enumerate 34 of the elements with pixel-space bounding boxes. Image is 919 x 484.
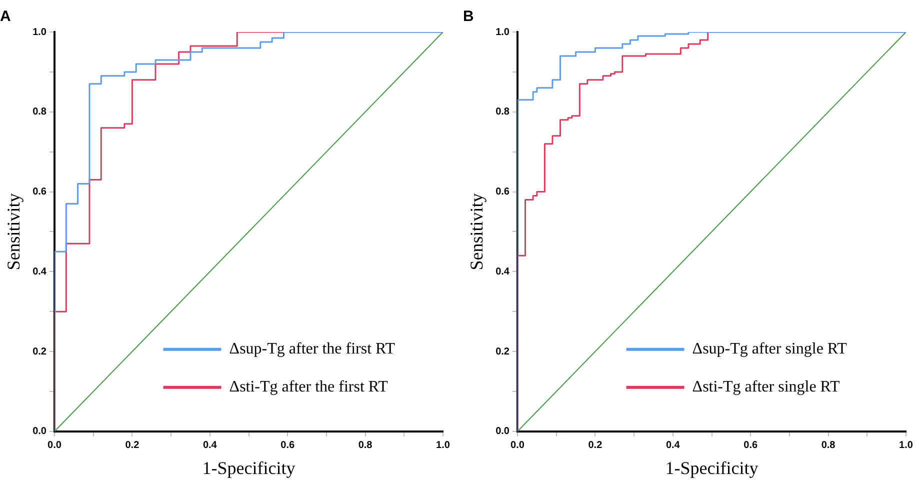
y-tick-label: 0.8 xyxy=(496,106,510,118)
legend-label: Δsti-Tg after the first RT xyxy=(229,378,388,396)
y-tick-label: 0.4 xyxy=(496,266,510,278)
x-axis-title: 1-Specificity xyxy=(202,458,296,478)
y-tick-label: 0.0 xyxy=(32,426,47,438)
y-axis-title: Sensitivity xyxy=(466,193,487,270)
y-tick-label: 1.0 xyxy=(496,26,510,38)
y-axis-title: Sensitivity xyxy=(4,193,24,270)
y-tick-label: 0.4 xyxy=(32,266,47,278)
x-tick-label: 1.0 xyxy=(899,440,914,452)
legend-label: Δsti-Tg after single RT xyxy=(692,378,840,396)
x-tick-label: 0.0 xyxy=(510,440,525,452)
x-tick-label: 0.8 xyxy=(821,440,836,452)
x-tick-label: 0.6 xyxy=(280,440,295,452)
x-tick-label: 0.4 xyxy=(666,440,680,452)
x-tick-label: 0.4 xyxy=(202,440,218,452)
x-axis-title: 1-Specificity xyxy=(665,458,758,478)
x-tick-label: 0.2 xyxy=(125,440,140,452)
y-tick-label: 0.8 xyxy=(32,106,47,118)
y-tick-label: 0.0 xyxy=(496,426,510,438)
legend-label: Δsup-Tg after single RT xyxy=(692,340,848,358)
x-tick-label: 0.6 xyxy=(744,440,758,452)
chart-title: A xyxy=(0,8,11,26)
y-tick-label: 0.2 xyxy=(32,346,47,358)
x-tick-label: 0.0 xyxy=(48,440,62,452)
y-tick-label: 0.6 xyxy=(496,186,510,198)
x-tick-label: 0.2 xyxy=(588,440,603,452)
chart-title: B xyxy=(463,8,474,26)
y-tick-label: 1.0 xyxy=(32,26,47,38)
x-tick-label: 0.8 xyxy=(358,440,373,452)
legend-label: Δsup-Tg after the first RT xyxy=(229,340,396,358)
x-tick-label: 1.0 xyxy=(436,440,450,452)
y-tick-label: 0.2 xyxy=(496,346,510,358)
y-tick-label: 0.6 xyxy=(32,186,47,198)
